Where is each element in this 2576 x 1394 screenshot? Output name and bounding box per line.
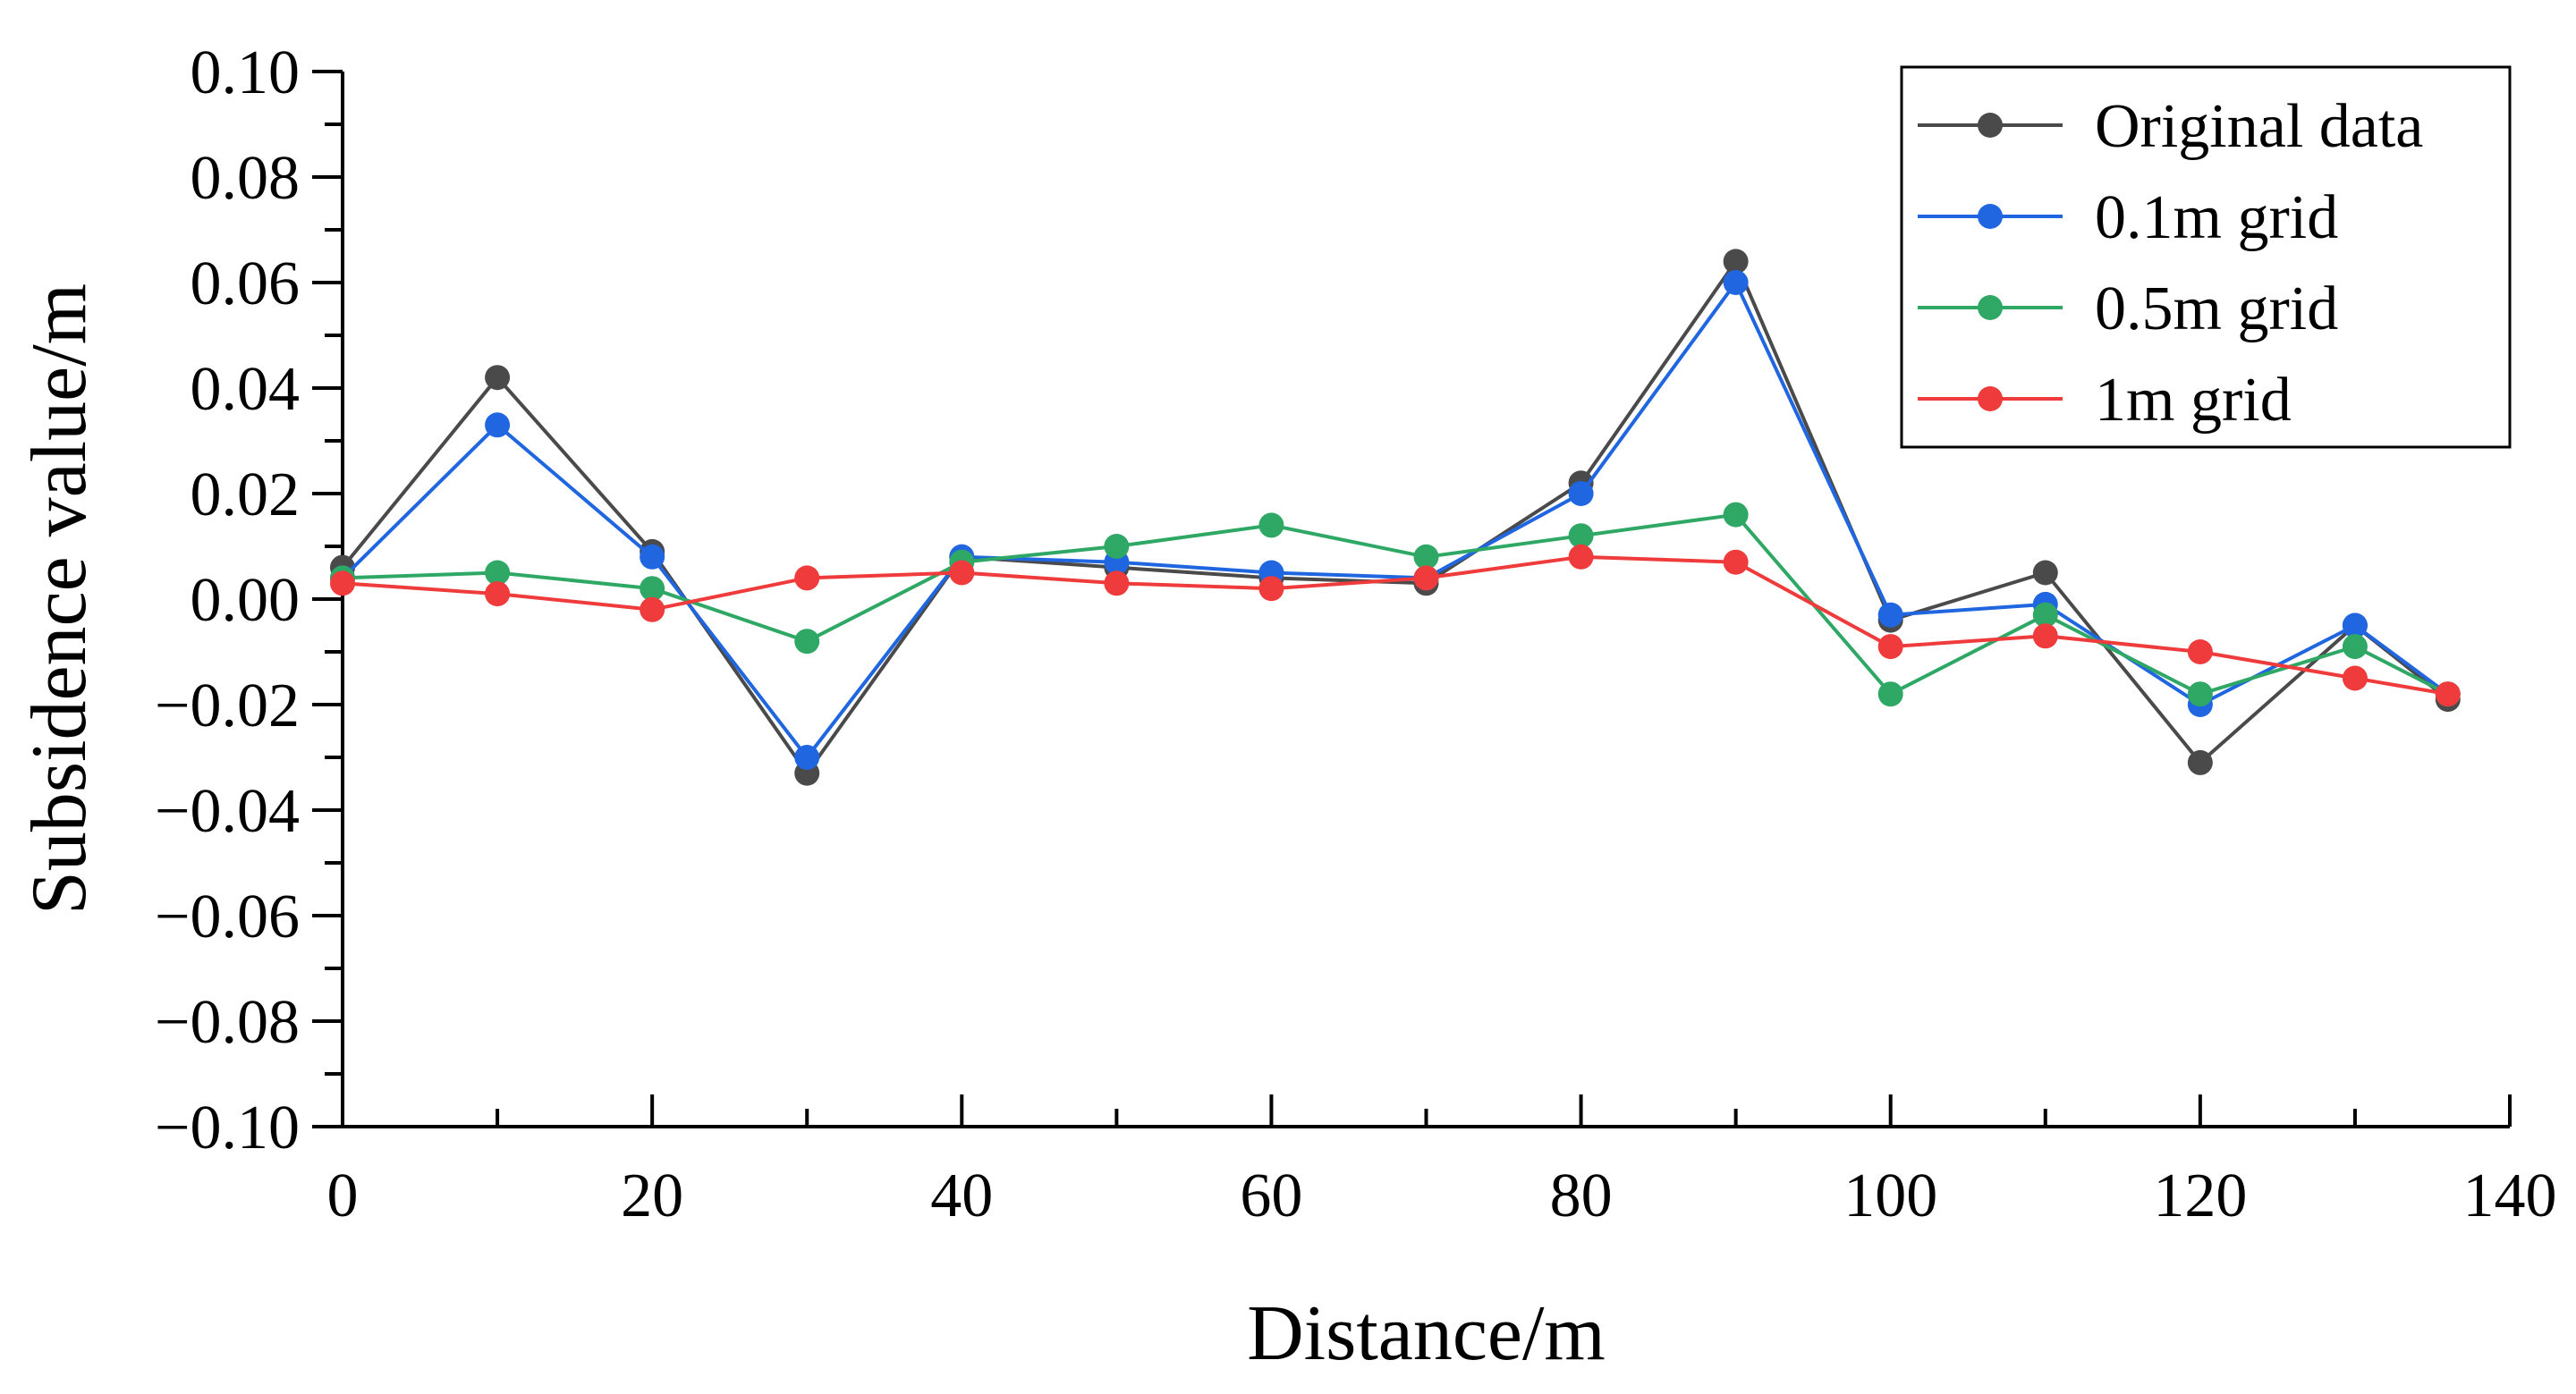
series-2 bbox=[330, 502, 2461, 707]
x-tick-label: 20 bbox=[621, 1162, 683, 1230]
data-point bbox=[2032, 623, 2058, 649]
data-point bbox=[1568, 523, 1594, 549]
y-tick-label: 0.00 bbox=[191, 566, 301, 635]
data-point bbox=[2187, 749, 2213, 775]
data-point bbox=[1413, 544, 1439, 570]
x-tick-label: 100 bbox=[1843, 1162, 1937, 1230]
legend-label: 1m grid bbox=[2095, 366, 2292, 435]
legend-label: Original data bbox=[2095, 92, 2423, 161]
legend-box bbox=[1900, 65, 2512, 449]
y-tick-label: −0.06 bbox=[155, 883, 300, 951]
data-point bbox=[640, 576, 665, 602]
data-point bbox=[1568, 481, 1594, 506]
legend-label: 0.1m grid bbox=[2095, 183, 2338, 252]
data-point bbox=[794, 565, 820, 591]
data-point bbox=[2342, 665, 2368, 691]
data-point bbox=[2032, 560, 2058, 586]
data-point bbox=[485, 365, 511, 391]
series-layer bbox=[330, 249, 2461, 786]
legend-marker bbox=[1978, 204, 2003, 229]
data-point bbox=[794, 629, 820, 655]
x-tick-label: 0 bbox=[327, 1162, 359, 1230]
y-tick-label: −0.10 bbox=[155, 1094, 300, 1162]
data-point bbox=[1413, 565, 1439, 591]
data-point bbox=[485, 581, 511, 607]
legend-marker bbox=[1978, 386, 2003, 411]
data-point bbox=[1258, 512, 1284, 538]
y-tick-label: 0.08 bbox=[191, 144, 301, 213]
data-point bbox=[1877, 602, 1903, 628]
data-point bbox=[2342, 634, 2368, 660]
legend: Original data 0.1m grid 0.5m grid 1m grid bbox=[1900, 65, 2512, 449]
data-point bbox=[949, 560, 975, 586]
axes: 0 20 40 60 80 100 120 140 −0.10 −0.08 −0.06 −0.04 −0… bbox=[155, 38, 2556, 1230]
data-point bbox=[1723, 270, 1749, 295]
y-tick-label: 0.04 bbox=[191, 355, 301, 424]
data-point bbox=[640, 544, 665, 570]
x-tick-label: 60 bbox=[1240, 1162, 1302, 1230]
x-tick-label: 120 bbox=[2153, 1162, 2247, 1230]
data-point bbox=[2187, 639, 2213, 664]
legend-marker bbox=[1978, 113, 2003, 138]
data-point bbox=[1877, 634, 1903, 660]
data-point bbox=[1723, 549, 1749, 575]
y-axis-title: Subsidence value/m bbox=[16, 283, 103, 915]
data-point bbox=[2342, 613, 2368, 638]
data-point bbox=[794, 745, 820, 770]
data-point bbox=[2032, 602, 2058, 628]
y-tick-label: 0.02 bbox=[191, 460, 301, 529]
data-point bbox=[2187, 681, 2213, 707]
data-point bbox=[485, 412, 511, 438]
y-tick-label: 0.06 bbox=[191, 249, 301, 318]
y-tick-label: 0.10 bbox=[191, 38, 301, 107]
x-axis-title: Distance/m bbox=[1247, 1290, 1606, 1377]
y-tick-label: −0.02 bbox=[155, 672, 300, 740]
data-point bbox=[1723, 502, 1749, 528]
x-tick-label: 40 bbox=[930, 1162, 993, 1230]
legend-marker bbox=[1978, 295, 2003, 320]
y-tick-label: −0.08 bbox=[155, 988, 300, 1057]
data-point bbox=[1877, 681, 1903, 707]
data-point bbox=[1104, 534, 1130, 559]
data-point bbox=[1258, 576, 1284, 602]
data-point bbox=[485, 560, 511, 586]
x-tick-label: 140 bbox=[2463, 1162, 2557, 1230]
x-tick-label: 80 bbox=[1550, 1162, 1613, 1230]
data-point bbox=[2435, 681, 2461, 707]
data-point bbox=[330, 570, 355, 596]
data-point bbox=[1104, 570, 1130, 596]
data-point bbox=[640, 596, 665, 622]
legend-label: 0.5m grid bbox=[2095, 275, 2338, 343]
data-point bbox=[1723, 249, 1749, 275]
y-tick-label: −0.04 bbox=[155, 777, 300, 846]
series-3 bbox=[330, 544, 2461, 707]
data-point bbox=[1568, 544, 1594, 570]
